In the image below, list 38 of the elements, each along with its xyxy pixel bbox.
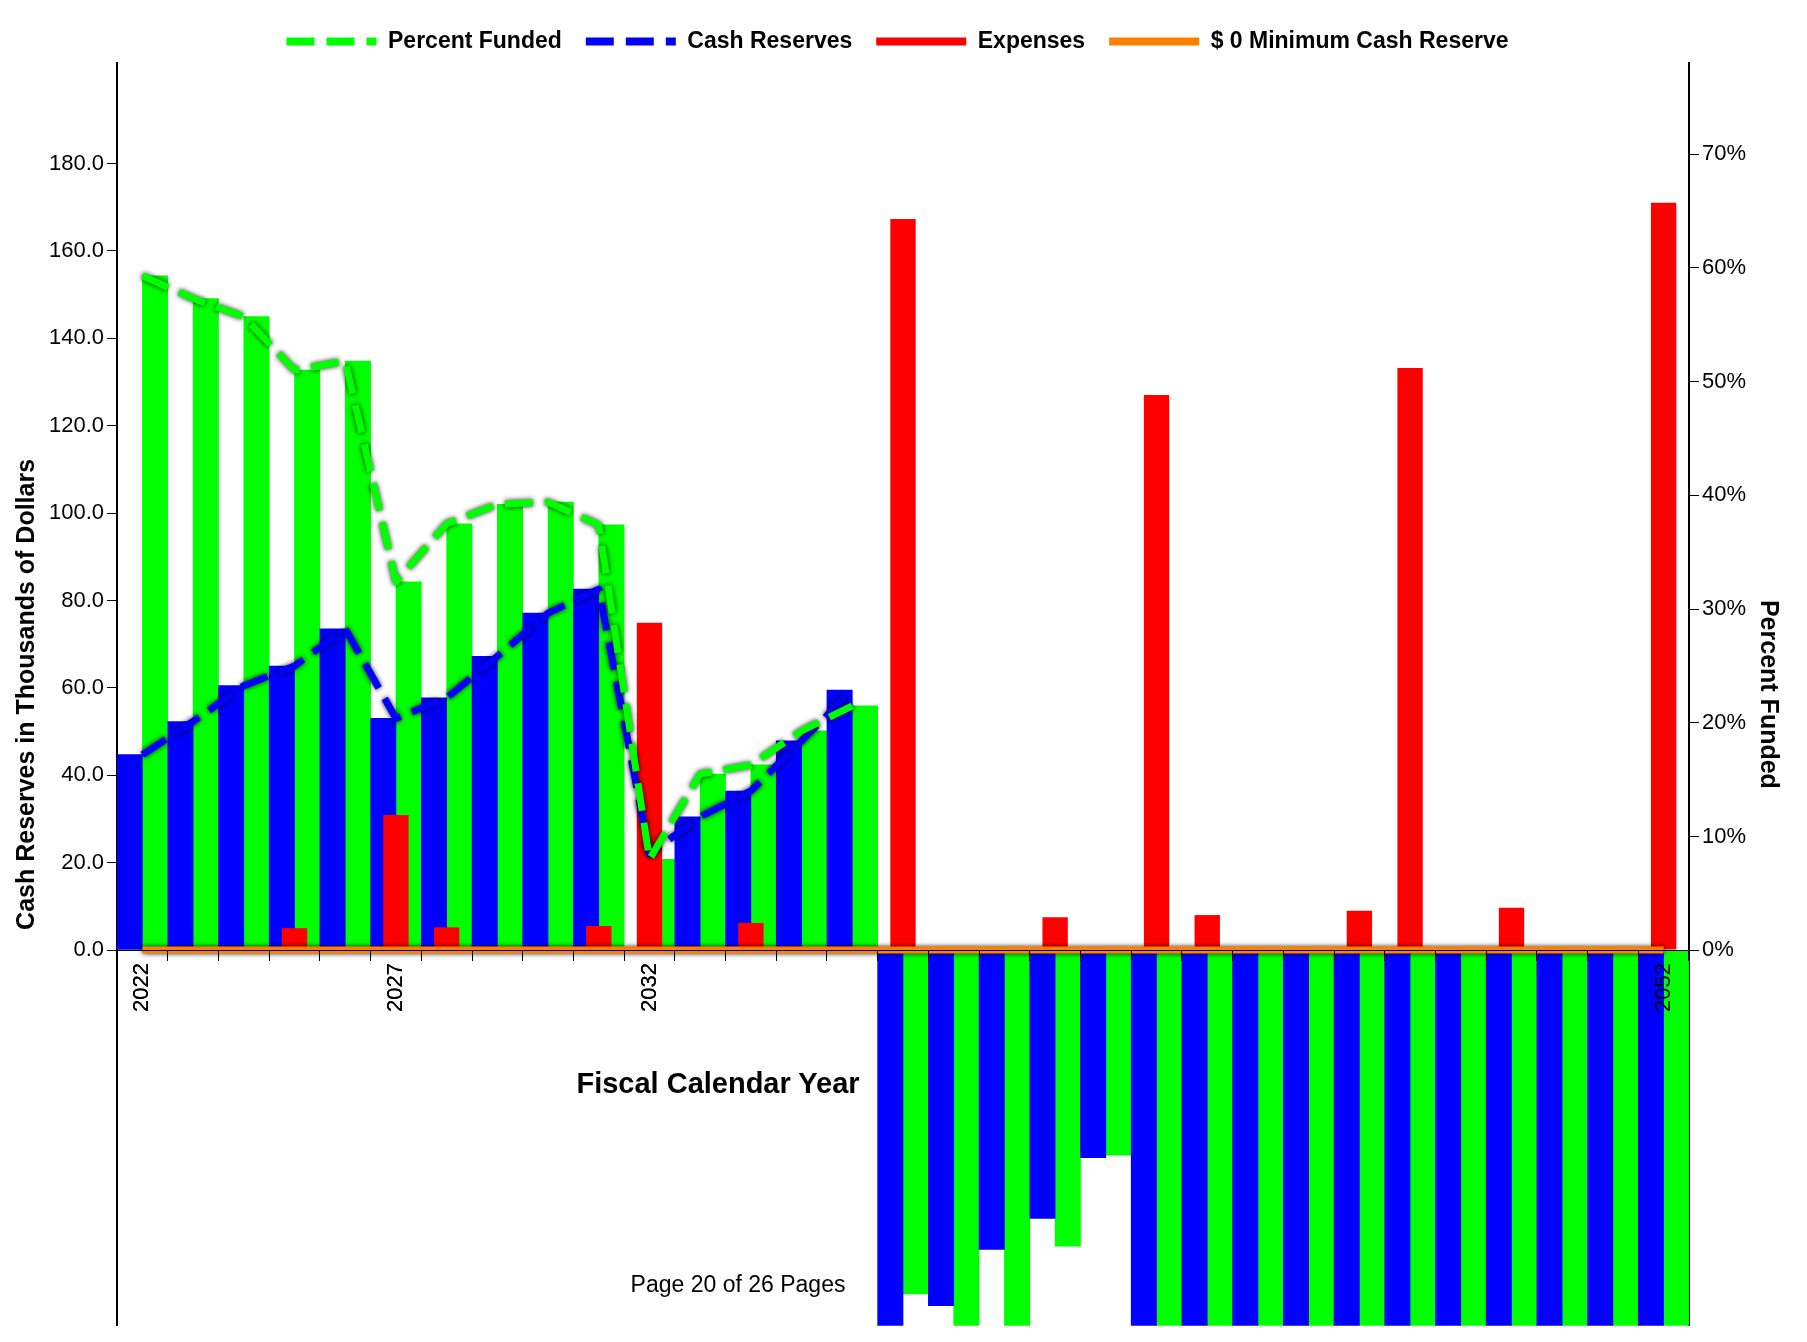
y2-tick-label: 20% (1701, 708, 1747, 734)
bar (636, 622, 663, 950)
bar (1194, 915, 1220, 950)
y-tick-label: 140.0 (48, 324, 105, 350)
bar (1143, 395, 1170, 950)
y-tick-label: 120.0 (48, 411, 105, 437)
x-tick-label: 2027 (382, 963, 407, 1012)
y2-tick-label: 10% (1701, 822, 1747, 848)
bar (1346, 910, 1373, 950)
legend-label: Expenses (977, 26, 1086, 53)
y-tick-label: 0.0 (73, 936, 105, 962)
x-tick-label: 2022 (128, 963, 154, 1012)
legend-label: Cash Reserves (687, 26, 853, 53)
y-tick-label: 80.0 (61, 586, 105, 612)
y2-tick-label: 30% (1701, 595, 1747, 621)
y-tick-label: 40.0 (61, 761, 105, 787)
y2-tick-label: 70% (1701, 140, 1747, 166)
bar (1397, 368, 1423, 950)
bar (890, 218, 916, 950)
y2-tick-label: 50% (1701, 367, 1747, 393)
x-tick-label: 2032 (635, 963, 661, 1012)
y-tick-label: 180.0 (48, 149, 105, 175)
bar (1498, 907, 1525, 950)
y2-axis-title: Percent Funded (1756, 599, 1785, 789)
y2-tick-label: 0% (1701, 936, 1734, 962)
bar (1042, 917, 1068, 950)
x-tick-label: 2052 (1649, 963, 1675, 1012)
legend-label: $ 0 Minimum Cash Reserve (1210, 26, 1509, 53)
y-tick-label: 60.0 (61, 673, 105, 699)
y2-tick-label: 60% (1701, 253, 1747, 279)
y2-tick-label: 40% (1701, 481, 1747, 507)
y-tick-label: 20.0 (61, 848, 105, 874)
y-tick-label: 160.0 (48, 236, 105, 262)
y-axis-title: Cash Reserves in Thousands of Dollars (10, 458, 39, 930)
y-tick-label: 100.0 (48, 499, 105, 525)
annotation: Page 20 of 26 Pages (630, 1271, 846, 1298)
x-axis-title: Fiscal Calendar Year (576, 1067, 860, 1100)
legend-label: Percent Funded (388, 26, 562, 53)
